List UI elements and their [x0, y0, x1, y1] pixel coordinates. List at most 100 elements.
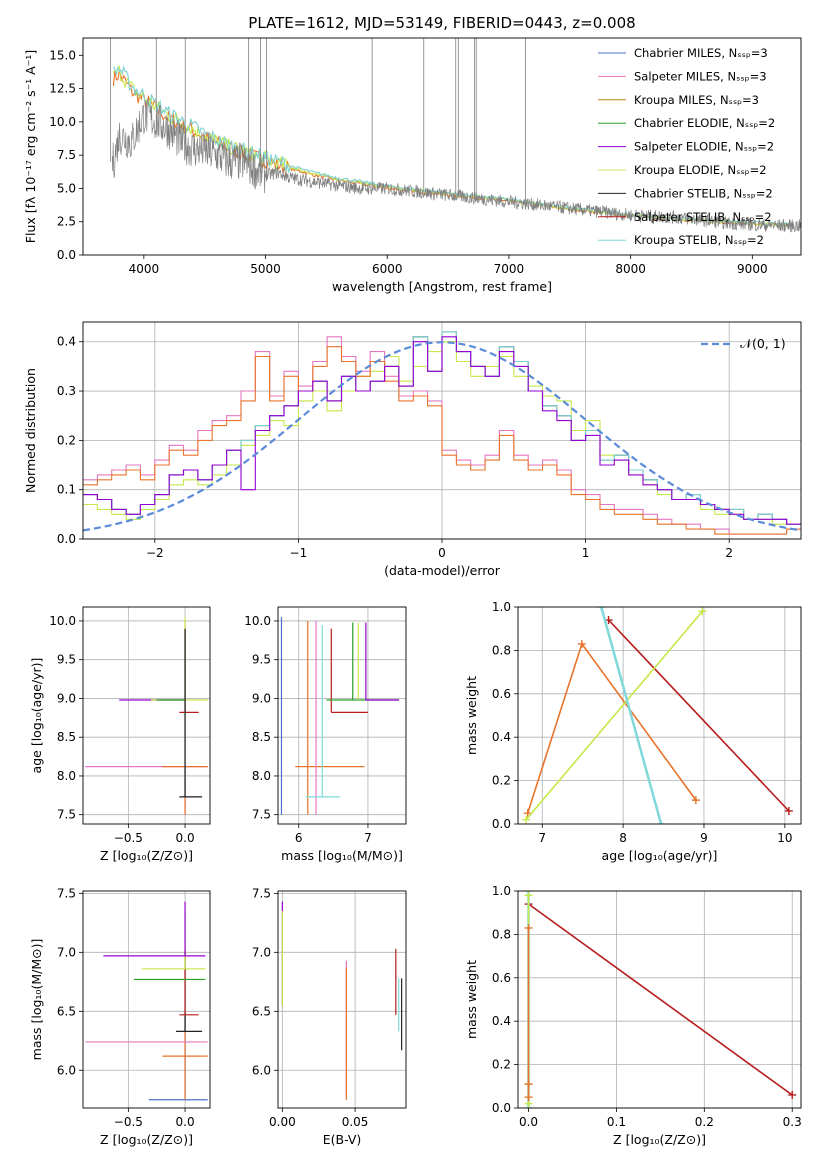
- x-tick-label: 0.0: [176, 1115, 195, 1129]
- x-axis-label: (data-model)/error: [384, 563, 501, 578]
- y-tick-label: 6.0: [252, 1063, 271, 1077]
- y-tick-label: 10.0: [49, 115, 76, 129]
- x-axis-label: wavelength [Angstrom, rest frame]: [332, 279, 552, 294]
- legend-label: Chabrier MILES, Nₛₛₚ=3: [634, 46, 768, 60]
- axes-residuals: −2 −1 0 1 2 0.0 0.1 0.2 0.3 0.4 (data-model)/error…: [23, 321, 802, 578]
- x-axis-label: mass [log₁₀(M/M⊙)]: [281, 848, 403, 863]
- x-tick-label: 6000: [372, 262, 403, 276]
- y-axis-label: age [log₁₀(age/yr)]: [29, 658, 44, 774]
- axes-frame: [82, 606, 211, 825]
- weight-line: [600, 607, 663, 824]
- legend-label: Salpeter MILES, Nₛₛₚ=3: [634, 69, 767, 83]
- legend-label: Kroupa MILES, Nₛₛₚ=3: [634, 93, 759, 107]
- x-tick-label: 7000: [494, 262, 525, 276]
- y-tick-label: 0.0: [492, 1101, 511, 1115]
- y-tick-label: 1.0: [492, 600, 511, 614]
- axes-age-vs-Z: −0.5 0.0 7.5 8.0 8.5 9.0 9.5 10.0 Z [log₁₀(Z/Z⊙)…: [29, 606, 211, 863]
- y-tick-label: 0.3: [57, 384, 76, 398]
- weight-line: [528, 903, 793, 1096]
- x-tick-label: 0.3: [783, 1115, 802, 1129]
- plot-area: [281, 901, 403, 1100]
- weight-marker: [788, 1090, 797, 1099]
- y-tick-label: 7.5: [252, 886, 271, 900]
- plot-area: [85, 617, 208, 815]
- y-tick-label: 7.0: [252, 945, 271, 959]
- y-tick-label: 12.5: [49, 82, 76, 96]
- x-tick-label: 7: [364, 831, 372, 845]
- y-tick-label: 8.5: [57, 730, 76, 744]
- y-tick-label: 0.6: [492, 971, 511, 985]
- y-tick-label: 0.6: [492, 687, 511, 701]
- y-tick-label: 0.0: [57, 248, 76, 262]
- weight-marker: [698, 607, 707, 616]
- residual-histogram: [83, 336, 801, 525]
- x-tick-label: −0.5: [114, 831, 143, 845]
- x-tick-label: −1: [290, 546, 308, 560]
- plot-area: [522, 607, 793, 824]
- y-tick-label: 15.0: [49, 48, 76, 62]
- y-axis-label: Flux [fλ 10⁻¹⁷ erg cm⁻² s⁻¹ A⁻¹]: [23, 50, 38, 243]
- x-tick-label: 2: [725, 546, 733, 560]
- x-tick-label: 9000: [737, 262, 768, 276]
- axes-weight-vs-age: 7 8 9 10 0.0 0.2 0.4 0.6 0.8 1.0 age [log₁₀(age/yr…: [464, 600, 802, 863]
- plot-area: [524, 891, 797, 1108]
- legend-label: Chabrier ELODIE, Nₛₛₚ=2: [634, 116, 775, 130]
- axes-frame: [517, 606, 802, 825]
- legend-label: Chabrier STELIB, Nₛₛₚ=2: [634, 186, 773, 200]
- y-tick-label: 0.4: [492, 1014, 511, 1028]
- x-tick-label: 0.0: [176, 831, 195, 845]
- x-tick-label: 9: [700, 831, 708, 845]
- y-tick-label: 6.5: [252, 1004, 271, 1018]
- x-tick-label: 10: [777, 831, 792, 845]
- y-tick-label: 0.4: [492, 730, 511, 744]
- y-tick-label: 7.5: [252, 808, 271, 822]
- y-tick-label: 9.0: [57, 691, 76, 705]
- x-tick-label: 5000: [250, 262, 281, 276]
- y-axis-label: Normed distribution: [23, 368, 38, 493]
- y-axis-label: mass weight: [464, 960, 479, 1039]
- weight-line: [525, 610, 704, 821]
- axes-frame: [517, 890, 802, 1109]
- axes-mass-vs-EBV: 0.00 0.05 6.0 6.5 7.0 7.5 E(B-V): [252, 886, 407, 1147]
- x-tick-label: 0.1: [607, 1115, 626, 1129]
- plot-area: [85, 901, 208, 1101]
- y-tick-label: 9.0: [252, 691, 271, 705]
- y-tick-label: 9.5: [252, 653, 271, 667]
- weight-marker: [691, 796, 700, 805]
- legend-label: 𝒩(0, 1): [740, 336, 786, 351]
- y-tick-label: 7.5: [57, 886, 76, 900]
- axes-frame: [82, 321, 802, 540]
- y-axis-label: mass weight: [464, 676, 479, 755]
- x-axis-label: Z [log₁₀(Z/Z⊙)]: [100, 848, 193, 863]
- weight-marker: [524, 923, 533, 932]
- axes-frame: [82, 890, 211, 1109]
- y-tick-label: 10.0: [244, 614, 271, 628]
- residual-histogram: [83, 336, 801, 535]
- plot-area: [280, 617, 400, 815]
- normal-curve: [83, 341, 801, 532]
- y-tick-label: 5.0: [57, 181, 76, 195]
- x-tick-label: 1: [582, 546, 590, 560]
- y-tick-label: 0.2: [57, 433, 76, 447]
- y-tick-label: 0.0: [492, 817, 511, 831]
- legend-label: Kroupa STELIB, Nₛₛₚ=2: [634, 233, 764, 247]
- y-tick-label: 6.5: [57, 1004, 76, 1018]
- weight-marker: [524, 891, 533, 900]
- x-axis-label: Z [log₁₀(Z/Z⊙)]: [100, 1132, 193, 1147]
- y-tick-label: 7.5: [57, 148, 76, 162]
- weight-marker: [524, 1093, 533, 1102]
- y-tick-label: 7.0: [57, 945, 76, 959]
- x-tick-label: 7: [538, 831, 546, 845]
- x-tick-label: 0.2: [695, 1115, 714, 1129]
- legend: Chabrier MILES, Nₛₛₚ=3 Salpeter MILES, Nₛ…: [598, 46, 775, 247]
- x-axis-label: age [log₁₀(age/yr)]: [602, 848, 718, 863]
- axes-mass-vs-Z: −0.5 0.0 6.0 6.5 7.0 7.5 Z [log₁₀(Z/Z⊙)] mass […: [29, 886, 211, 1147]
- weight-marker: [523, 809, 532, 818]
- x-tick-label: 4000: [129, 262, 160, 276]
- axes-age-vs-mass: 6 7 7.5 8.0 8.5 9.0 9.5 10.0 mass [log₁₀(M/M⊙)]: [244, 606, 407, 863]
- y-tick-label: 9.5: [57, 653, 76, 667]
- axes-frame: [277, 606, 407, 825]
- y-tick-label: 0.2: [492, 774, 511, 788]
- y-tick-label: 0.8: [492, 643, 511, 657]
